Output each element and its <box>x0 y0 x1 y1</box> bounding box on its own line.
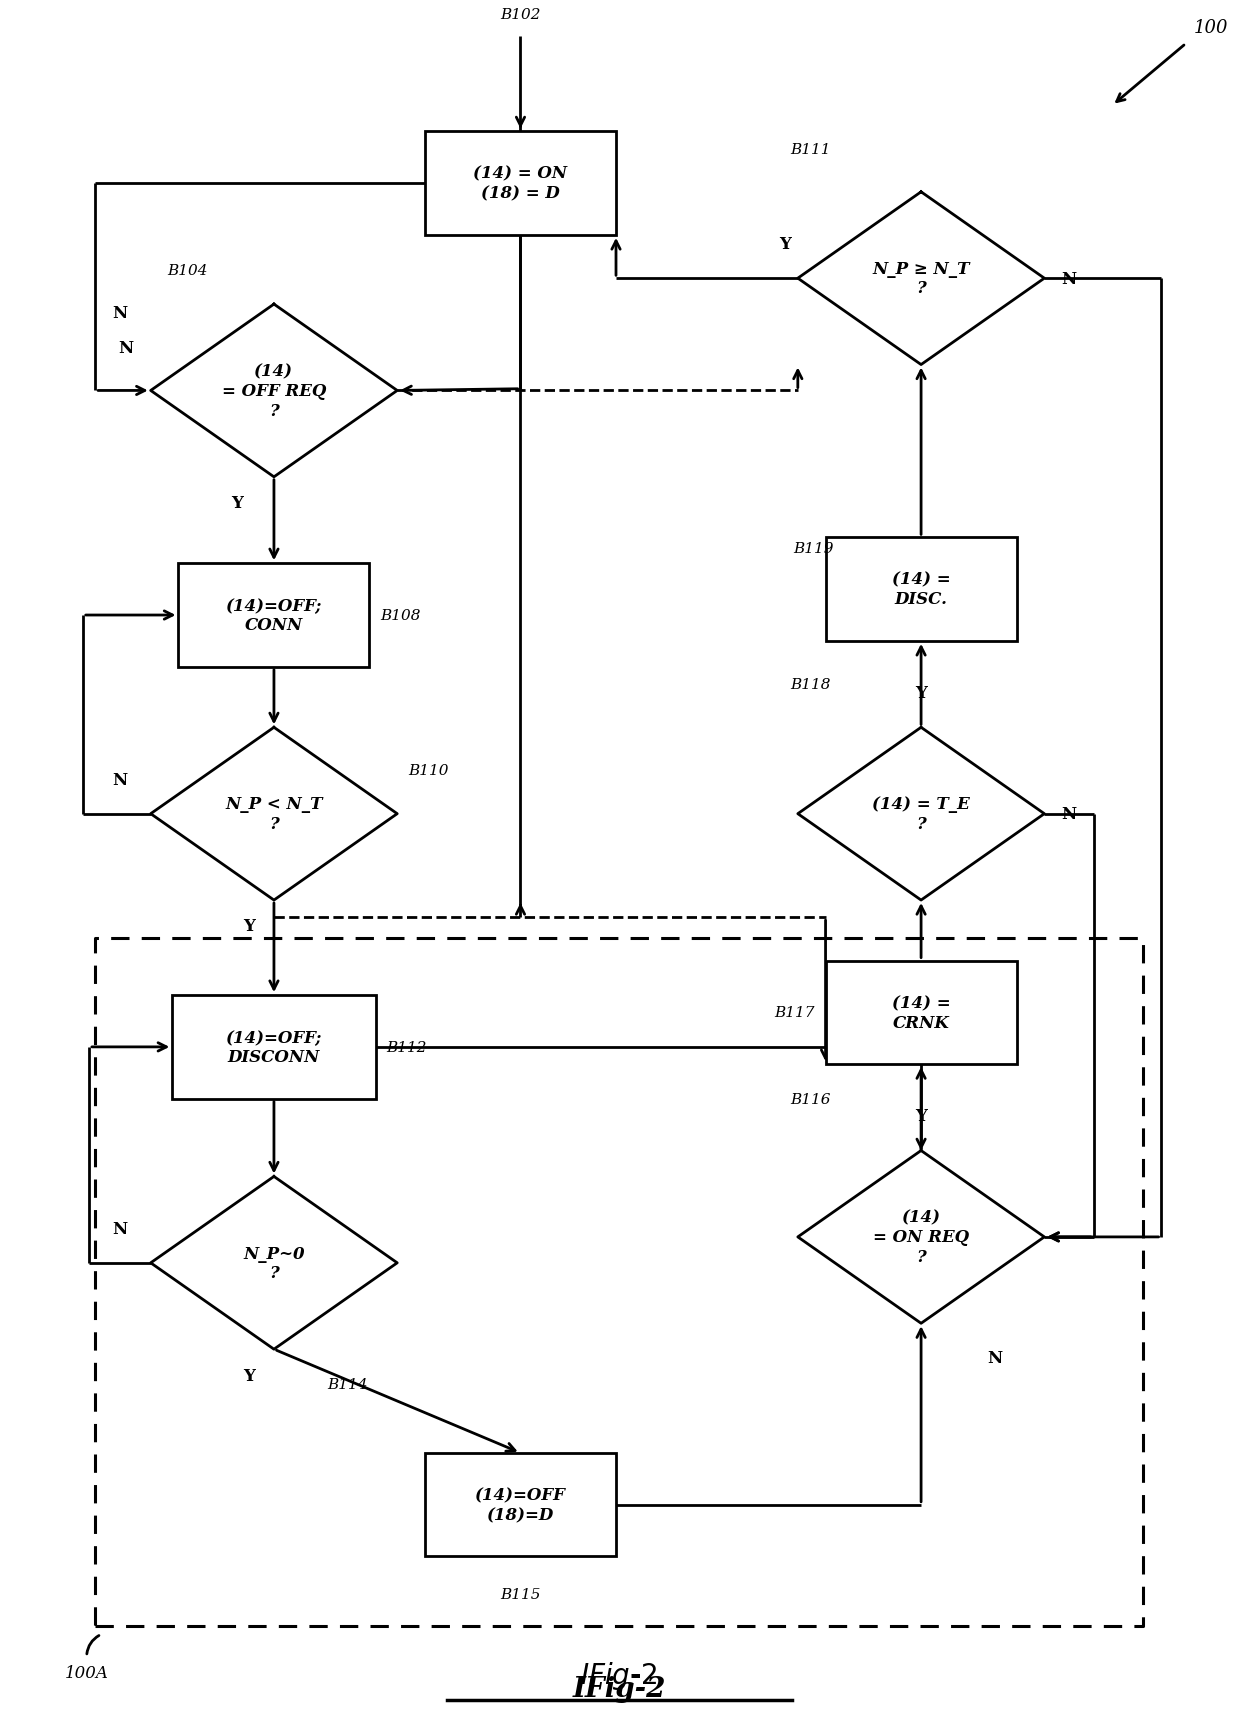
Polygon shape <box>151 1176 397 1349</box>
Text: 100: 100 <box>1193 19 1228 38</box>
Polygon shape <box>151 727 397 901</box>
Polygon shape <box>797 727 1044 901</box>
Text: (14) = ON
(18) = D: (14) = ON (18) = D <box>474 166 568 203</box>
Polygon shape <box>797 192 1044 365</box>
Text: (14) = T_E
?: (14) = T_E ? <box>872 797 970 833</box>
Text: B111: B111 <box>790 142 831 156</box>
Text: B116: B116 <box>790 1093 831 1107</box>
Text: N: N <box>113 771 128 788</box>
Text: $\mathit{IFig}$-$\mathit{2}$: $\mathit{IFig}$-$\mathit{2}$ <box>580 1659 658 1690</box>
Text: Y: Y <box>780 236 791 253</box>
Text: N: N <box>1061 805 1076 823</box>
Text: N_P ≥ N_T
?: N_P ≥ N_T ? <box>872 262 970 298</box>
Text: Y: Y <box>231 495 243 513</box>
Text: B108: B108 <box>379 608 420 624</box>
Text: (14)
= OFF REQ
?: (14) = OFF REQ ? <box>222 364 326 419</box>
FancyBboxPatch shape <box>826 961 1017 1065</box>
Text: B114: B114 <box>327 1377 368 1391</box>
FancyBboxPatch shape <box>179 565 370 667</box>
Text: B115: B115 <box>500 1588 541 1602</box>
Polygon shape <box>797 1150 1044 1323</box>
FancyBboxPatch shape <box>425 1453 616 1557</box>
Text: B119: B119 <box>792 542 833 556</box>
Text: N: N <box>1061 270 1076 288</box>
Text: B104: B104 <box>167 263 208 277</box>
Text: N: N <box>113 305 128 322</box>
Text: N_P < N_T
?: N_P < N_T ? <box>226 797 322 833</box>
Polygon shape <box>151 305 397 478</box>
FancyBboxPatch shape <box>172 996 376 1100</box>
Text: N: N <box>119 339 134 357</box>
Text: (14) =
DISC.: (14) = DISC. <box>892 572 950 608</box>
Text: IFig-2: IFig-2 <box>573 1675 666 1701</box>
Text: Y: Y <box>243 1367 255 1384</box>
Text: Y: Y <box>243 918 255 935</box>
Text: N_P~0
?: N_P~0 ? <box>243 1245 305 1282</box>
FancyBboxPatch shape <box>826 539 1017 641</box>
Text: 100A: 100A <box>64 1664 108 1680</box>
Text: (14)=OFF;
DISCONN: (14)=OFF; DISCONN <box>226 1029 322 1065</box>
Text: (14) =
CRNK: (14) = CRNK <box>892 994 950 1031</box>
Text: B112: B112 <box>386 1041 427 1055</box>
Text: N: N <box>987 1349 1003 1367</box>
Text: B102: B102 <box>500 9 541 23</box>
Text: Y: Y <box>915 684 928 701</box>
Text: B118: B118 <box>790 677 831 691</box>
Text: B117: B117 <box>775 1006 815 1020</box>
Text: N: N <box>113 1219 128 1237</box>
Text: Y: Y <box>915 1108 928 1124</box>
Text: (14)=OFF
(18)=D: (14)=OFF (18)=D <box>475 1486 565 1522</box>
Text: (14)
= ON REQ
?: (14) = ON REQ ? <box>873 1209 970 1266</box>
Text: (14)=OFF;
CONN: (14)=OFF; CONN <box>226 598 322 634</box>
FancyBboxPatch shape <box>425 132 616 236</box>
Text: B110: B110 <box>408 764 449 778</box>
